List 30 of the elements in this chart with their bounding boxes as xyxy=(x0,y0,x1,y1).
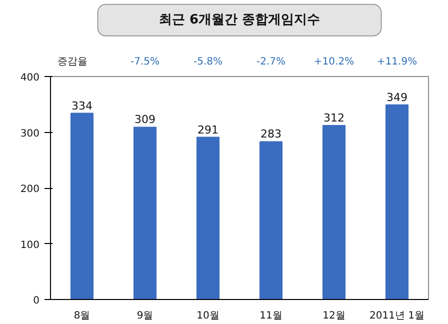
data-label: 291 xyxy=(198,123,218,136)
bar xyxy=(322,125,346,300)
bar xyxy=(70,112,94,300)
text: -5.8% xyxy=(193,56,223,68)
y-tick-label: 0 xyxy=(33,296,40,306)
data-label: 309 xyxy=(134,113,156,126)
data-label: 349 xyxy=(386,90,408,104)
bar xyxy=(133,126,157,300)
chart-title: 최근 6개월간 종합게임지수 xyxy=(158,12,320,28)
text: +10.2% xyxy=(314,56,354,68)
y-tick-label: 400 xyxy=(20,72,40,84)
data-label: 334 xyxy=(72,99,92,112)
bar xyxy=(385,104,409,300)
text: 증감율 xyxy=(58,56,88,68)
x-tick-label: 8월 xyxy=(74,310,90,322)
x-tick-label: 11월 xyxy=(260,310,282,322)
x-tick-label: 12월 xyxy=(322,310,346,322)
text: -2.7% xyxy=(256,56,286,68)
text: +11.9% xyxy=(376,56,418,68)
data-label: 312 xyxy=(324,112,344,125)
text: -7.5% xyxy=(130,56,160,68)
y-tick-label: 300 xyxy=(20,128,40,140)
x-tick-label: 2011년 1월 xyxy=(370,310,425,322)
bar xyxy=(196,136,220,300)
y-tick-label: 200 xyxy=(20,184,40,195)
bar xyxy=(259,141,283,300)
x-tick-label: 9월 xyxy=(136,310,154,322)
y-tick-label: 100 xyxy=(20,240,40,251)
x-tick-label: 10월 xyxy=(196,310,220,322)
data-label: 283 xyxy=(260,128,282,141)
